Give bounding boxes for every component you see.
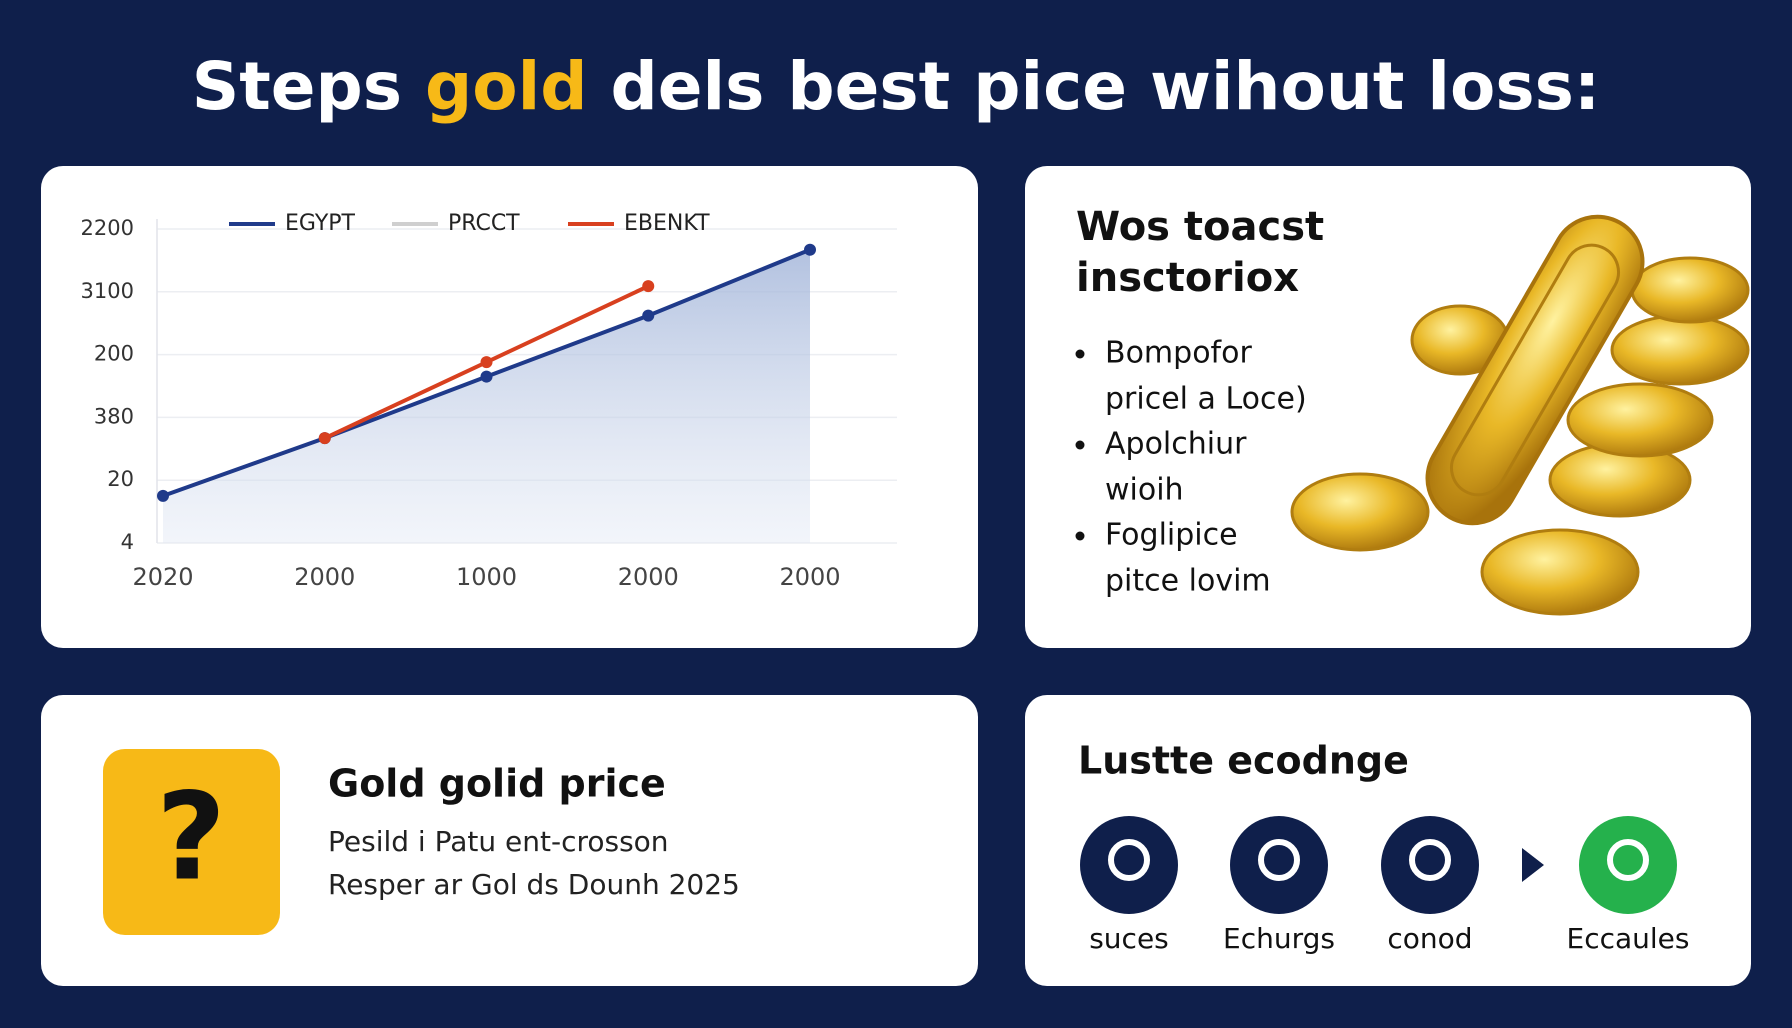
- exchange-icon: [1080, 816, 1178, 914]
- legend-label: PRCCT: [448, 211, 520, 236]
- exchange-label: Eccaules: [1567, 922, 1690, 955]
- question-line: Pesild i Patu ent-crosson: [328, 825, 669, 858]
- y-tick-label: 20: [107, 467, 134, 491]
- point: [318, 432, 331, 445]
- chart: 4 20 380 200 3100 2200 2020 2000 1000 2000 2000 EGY…: [81, 211, 897, 591]
- question-mark-icon: ?: [156, 769, 226, 908]
- x-tick-label: 1000: [456, 563, 517, 591]
- x-tick-label: 2000: [618, 563, 679, 591]
- tips-list: Bompofor pricel a Loce) Apolchiur wioih Fogl…: [1075, 336, 1307, 599]
- point: [804, 243, 816, 256]
- x-tick-label: 2020: [132, 563, 193, 591]
- point: [642, 280, 655, 293]
- point: [480, 370, 493, 383]
- bullet-text: Apolchiur: [1105, 427, 1247, 462]
- bullet-text: pricel a Loce): [1105, 382, 1307, 417]
- bullet-text: pitce lovim: [1105, 564, 1271, 599]
- icon-glyph: [1409, 839, 1451, 881]
- question-line: Resper ar Gol ds Dounh 2025: [328, 868, 740, 901]
- tips-heading: Wos toacst: [1076, 204, 1324, 250]
- arrow-icon: [1522, 848, 1544, 882]
- y-tick-label: 200: [94, 342, 134, 366]
- exchange-label: conod: [1387, 922, 1472, 955]
- icon-glyph: [1607, 839, 1649, 881]
- y-tick-label: 4: [121, 530, 134, 554]
- title-part: dels best pice wihout loss:: [611, 48, 1601, 125]
- exchange-label: suces: [1089, 922, 1169, 955]
- title-highlight: gold: [425, 48, 587, 125]
- exchange-list: suces Echurgs conod Eccaules: [1080, 816, 1689, 955]
- bullet-text: Foglipice: [1105, 518, 1238, 553]
- question-icon: [103, 749, 280, 935]
- y-tick-label: 3100: [81, 279, 134, 303]
- area: [163, 249, 810, 543]
- bullet-text: Bompofor: [1105, 336, 1252, 371]
- exchange-heading: Lustte ecodnge: [1078, 739, 1409, 783]
- legend-label: EBENKT: [624, 211, 710, 236]
- title-part: Steps: [192, 48, 402, 125]
- bullet-dot: [1075, 531, 1085, 541]
- tips-heading: insctoriox: [1076, 255, 1299, 301]
- bullet-dot: [1075, 440, 1085, 450]
- point: [642, 309, 655, 322]
- point: [480, 356, 493, 369]
- exchange-label: Echurgs: [1223, 922, 1335, 955]
- question-heading: Gold golid price: [328, 762, 666, 806]
- legend-label: EGYPT: [285, 211, 356, 236]
- exchange-icon: [1230, 816, 1328, 914]
- x-tick-label: 2000: [294, 563, 355, 591]
- gold-image: [1290, 214, 1750, 616]
- icon-glyph: [1108, 839, 1150, 881]
- bullet-text: wioih: [1105, 473, 1184, 508]
- page-title: Steps gold dels best pice wihout loss:: [192, 48, 1601, 125]
- bullet-dot: [1075, 349, 1085, 359]
- exchange-icon: [1579, 816, 1677, 914]
- y-tick-label: 2200: [81, 216, 134, 240]
- icon-glyph: [1258, 839, 1300, 881]
- exchange-icon: [1381, 816, 1479, 914]
- point: [157, 489, 169, 502]
- x-tick-label: 2000: [779, 563, 840, 591]
- y-tick-label: 380: [94, 404, 134, 428]
